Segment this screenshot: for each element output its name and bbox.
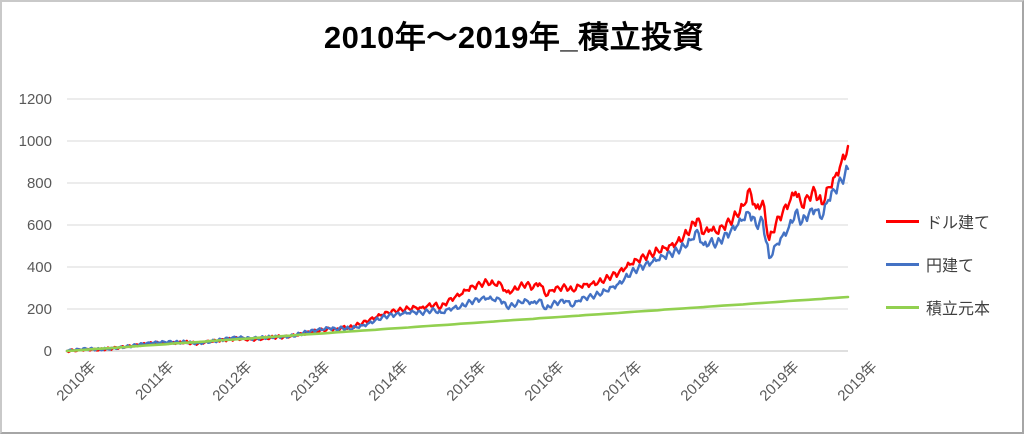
y-tick-label: 0 xyxy=(43,343,52,360)
y-tick-label: 400 xyxy=(26,259,52,276)
legend-line-swatch xyxy=(886,262,919,266)
series-line-2 xyxy=(65,295,850,353)
chart-title: 2010年～2019年_積立投資 xyxy=(323,20,705,55)
legend-item-0: ドル建て xyxy=(886,209,990,233)
legend-line-swatch xyxy=(886,219,919,223)
legend-label: 円建て xyxy=(926,258,975,275)
y-tick-label: 1000 xyxy=(18,133,52,150)
y-tick-label: 1200 xyxy=(18,91,52,108)
series-line-0 xyxy=(65,144,850,354)
y-tick-label: 200 xyxy=(26,301,52,318)
legend-item-1: 円建て xyxy=(886,252,990,276)
legend: ドル建て円建て積立元本 xyxy=(886,209,990,319)
y-tick-label: 800 xyxy=(26,175,52,192)
y-tick-label: 600 xyxy=(26,217,52,234)
legend-line-swatch xyxy=(886,305,919,309)
legend-label: ドル建て xyxy=(926,215,991,232)
legend-label: 積立元本 xyxy=(926,301,991,318)
legend-item-2: 積立元本 xyxy=(886,295,990,319)
